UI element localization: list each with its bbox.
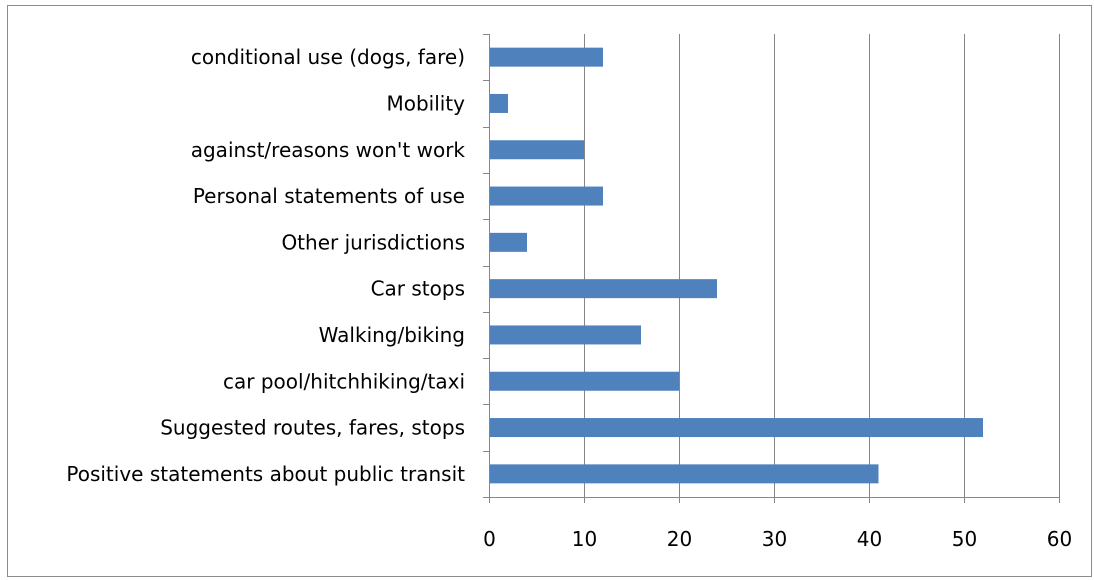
category-label: Walking/biking — [319, 323, 465, 347]
bar — [490, 140, 584, 160]
category-labels: conditional use (dogs, fare) Mobility agai… — [66, 45, 465, 486]
x-tick-label: 30 — [762, 527, 787, 551]
category-label: Car stops — [371, 277, 465, 301]
bar — [490, 186, 603, 206]
bar — [490, 232, 527, 252]
bar — [490, 464, 879, 484]
category-label: Other jurisdictions — [281, 230, 465, 254]
x-tick-label: 10 — [572, 527, 597, 551]
x-tick-labels: 0 10 20 30 40 50 60 — [483, 527, 1072, 551]
x-tick-label: 20 — [667, 527, 692, 551]
category-label: Positive statements about public transit — [66, 462, 465, 486]
bar — [490, 47, 603, 67]
category-label: conditional use (dogs, fare) — [191, 45, 465, 69]
bar — [490, 418, 983, 438]
bar — [490, 325, 641, 345]
bar — [490, 93, 508, 113]
x-tick-label: 40 — [857, 527, 882, 551]
axes — [483, 34, 1060, 503]
category-label: against/reasons won't work — [191, 138, 466, 162]
category-label: Suggested routes, fares, stops — [160, 416, 465, 440]
category-label: Personal statements of use — [193, 184, 465, 208]
x-tick-label: 60 — [1047, 527, 1072, 551]
x-tick-label: 0 — [483, 527, 496, 551]
bar — [490, 279, 717, 299]
x-tick-label: 50 — [952, 527, 977, 551]
category-label: Mobility — [386, 91, 465, 115]
bar — [490, 371, 679, 391]
category-label: car pool/hitchhiking/taxi — [223, 369, 465, 393]
bars — [490, 47, 983, 484]
